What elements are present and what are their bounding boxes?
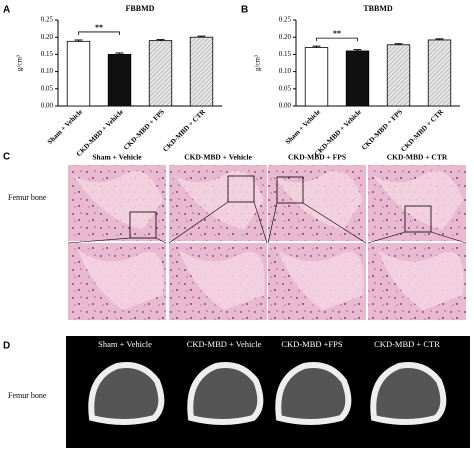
- column-header: CKD-MBD + Vehicle: [187, 339, 262, 349]
- error-bar: [115, 52, 124, 55]
- row-label: Femur bone: [8, 391, 47, 400]
- bar: [427, 39, 452, 107]
- x-tick-label: Sham + Vehicle: [46, 108, 84, 146]
- zoom-line: [253, 201, 268, 244]
- bone-matrix: [73, 170, 163, 230]
- bone-matrix: [373, 170, 463, 230]
- bar: [386, 44, 411, 107]
- error-bar: [197, 35, 206, 38]
- column-header: CKD-MBD + CTR: [387, 153, 448, 162]
- panel-label: C: [3, 152, 10, 163]
- zoom-line: [367, 231, 406, 244]
- bone-matrix: [78, 250, 164, 310]
- y-tick-label: 0.10: [279, 67, 292, 75]
- column-header: CKD-MBD + FPS: [288, 153, 346, 162]
- column-header: Sham + Vehicle: [92, 153, 142, 162]
- x-tick-label: CKD-MBD + CTR: [161, 107, 207, 153]
- bone-matrix: [174, 170, 264, 230]
- x-tick-label: CKD-MBD + Vehicle: [75, 108, 125, 158]
- bone-matrix: [278, 250, 364, 310]
- zoom-line: [267, 202, 278, 244]
- bar: [345, 50, 370, 107]
- bar: [189, 36, 214, 107]
- bar: [66, 40, 91, 107]
- panel-label: A: [3, 5, 10, 16]
- y-tick-label: 0.25: [41, 16, 54, 24]
- x-tick-label: Sham + Vehicle: [284, 108, 322, 146]
- zoom-line: [168, 201, 229, 244]
- error-bar: [156, 39, 165, 41]
- significance-bracket: [78, 31, 120, 35]
- y-tick-label: 0.00: [279, 102, 292, 110]
- y-tick-label: 0.20: [279, 33, 292, 41]
- x-tick-label: CKD-MBD + CTR: [399, 107, 445, 153]
- row-label: Femur bone: [8, 193, 47, 202]
- bone-cross-section: [275, 362, 352, 425]
- error-bar: [394, 43, 403, 45]
- zoom-box: [276, 176, 304, 204]
- bone-cross-section: [370, 362, 447, 425]
- bone-matrix: [378, 250, 464, 310]
- y-tick-label: 0.05: [279, 84, 292, 92]
- zoom-box: [129, 211, 157, 239]
- bone-cross-section: [187, 362, 264, 425]
- zoom-line: [67, 237, 131, 244]
- chart-title: FBBMD: [126, 4, 155, 13]
- significance-bracket: [316, 37, 358, 42]
- x-tick-label: CKD-MBD + FPS: [122, 108, 166, 152]
- column-header: Sham + Vehicle: [98, 339, 152, 349]
- y-tick-label: 0.20: [41, 33, 54, 41]
- panel-label: B: [241, 5, 248, 16]
- significance-label: **: [333, 29, 341, 38]
- y-tick-label: 0.00: [41, 102, 54, 110]
- bar: [107, 54, 132, 107]
- x-tick-label: CKD-MBD + FPS: [360, 108, 404, 152]
- error-bar: [435, 38, 444, 40]
- y-tick-label: 0.15: [279, 50, 292, 58]
- column-header: CKD-MBD + CTR: [374, 339, 440, 349]
- significance-label: **: [95, 23, 103, 32]
- bone-matrix: [179, 250, 265, 310]
- bone-matrix: [273, 170, 363, 230]
- y-axis-label: g/cm³: [254, 55, 262, 71]
- zoom-box: [227, 175, 255, 203]
- panel-label: D: [3, 341, 10, 352]
- bar: [148, 40, 173, 107]
- chart-title: TBBMD: [363, 4, 393, 13]
- y-tick-label: 0.10: [41, 67, 54, 75]
- bone-cross-section: [88, 362, 165, 425]
- column-header: CKD-MBD + Vehicle: [184, 153, 252, 162]
- error-bar: [74, 39, 83, 42]
- y-tick-label: 0.15: [41, 50, 54, 58]
- zoom-line: [155, 237, 167, 244]
- y-tick-label: 0.25: [279, 16, 292, 24]
- zoom-line: [302, 202, 367, 244]
- error-bar: [353, 49, 362, 51]
- zoom-line: [430, 231, 467, 244]
- x-tick-label: CKD-MBD + Vehicle: [313, 108, 363, 158]
- zoom-box: [404, 205, 432, 233]
- bar: [304, 47, 329, 107]
- column-header: CKD-MBD +FPS: [281, 339, 343, 349]
- y-tick-label: 0.05: [41, 84, 54, 92]
- y-axis-label: g/cm³: [16, 55, 24, 71]
- error-bar: [312, 45, 321, 48]
